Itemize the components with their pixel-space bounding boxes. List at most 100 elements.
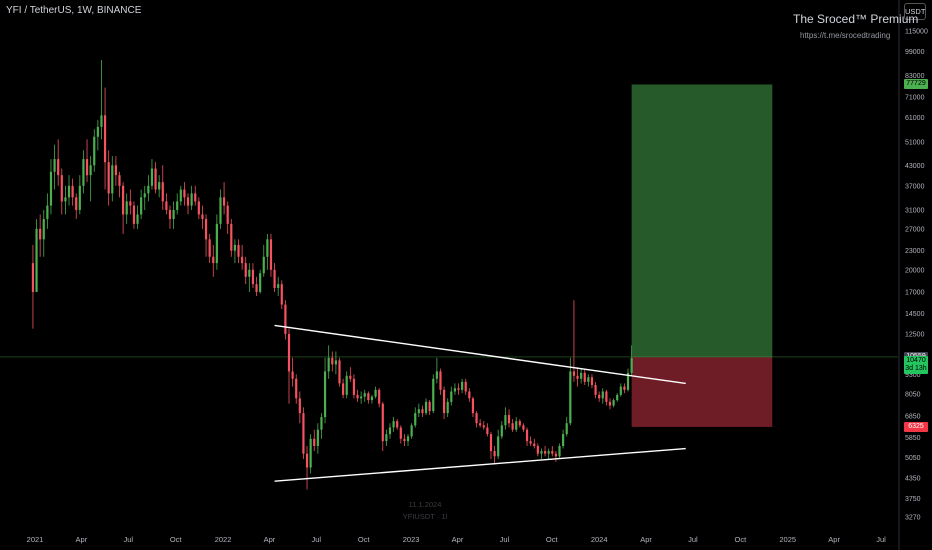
x-tick-label: 2025 [779,535,796,544]
candle-body [370,396,374,401]
candle-body [511,423,514,430]
x-tick-label: Oct [546,535,559,544]
candle-body [212,256,215,264]
x-tick-label: Apr [76,535,88,544]
symbol-header[interactable]: YFI / TetherUS, 1W, BINANCE [6,5,142,16]
candle-body [85,159,89,176]
profit-zone [631,84,773,357]
candle-body [269,239,273,270]
x-tick-label: Oct [358,535,371,544]
candle-body [543,451,547,454]
x-tick-label: Jul [500,535,510,544]
candle-body [349,375,352,379]
y-tick-label: 61000 [905,115,925,122]
candle-body [331,357,334,365]
candle-body [623,386,626,390]
candle-body [381,403,384,442]
candle-body [500,425,503,437]
candle-body [457,388,460,390]
candle-body [172,209,175,220]
candle-body [277,284,280,289]
candle-body [165,201,168,210]
candle-body [403,438,406,442]
candle-body [35,228,38,292]
candle-body [114,165,117,176]
candle-body [583,372,586,382]
candle-body [287,333,291,372]
y-tick-label: 51000 [905,139,925,146]
candle-body [536,446,539,454]
x-tick-label: Jul [123,535,133,544]
y-tick-label: 43000 [905,163,925,170]
candle-body [533,443,536,447]
candle-body [446,401,449,414]
y-tick-label: 115000 [905,29,928,36]
candle-body [540,451,543,454]
candle-body [190,193,193,206]
loss-zone [631,356,773,427]
candle-body [569,371,572,424]
candle-body [399,427,402,439]
x-tick-label: 2023 [403,535,420,544]
candle-body [222,197,226,206]
candle-body [143,193,146,198]
y-tick-label: 20000 [905,267,925,274]
candle-body [590,377,594,385]
candle-body [323,371,327,418]
candle-body [327,357,330,372]
currency-button[interactable]: USDT [904,3,926,20]
candle-body [197,201,200,215]
candle-body [522,425,525,430]
candle-body [305,453,309,468]
candle-body [342,383,345,395]
x-tick-label: Oct [735,535,748,544]
candle-body [244,263,247,277]
candle-body [103,115,107,163]
candle-body [255,284,258,292]
candle-body [378,389,381,404]
candle-body [49,171,53,206]
candle-body [453,388,457,392]
candle-body [204,219,208,240]
candle-body [482,425,485,428]
candle-body [280,284,283,305]
candle-body [551,451,554,454]
candle-body [464,381,467,392]
candle-body [461,381,464,390]
candle-body [208,239,211,257]
candle-body [168,209,172,220]
candle-body [392,421,395,428]
candle-body [504,415,507,426]
x-tick-label: 2024 [591,535,608,544]
candle-body [619,386,622,395]
x-tick-label: 2021 [27,535,44,544]
candle-body [515,421,518,430]
candle-body [154,168,157,190]
candle-body [82,159,85,186]
y-tick-label: 6850 [905,414,921,421]
candle-body [450,391,453,402]
x-tick-label: Oct [170,535,183,544]
candle-body [125,201,128,215]
candle-body [60,175,63,202]
x-tick-label: Apr [264,535,276,544]
target-price-tag: 77729 [904,79,928,90]
candle-body [313,438,316,447]
candle-body [529,441,532,444]
candle-body [291,371,294,379]
candle-body [273,269,276,289]
candle-body [132,205,136,224]
candle-body [363,393,366,397]
candle-body [302,413,305,454]
y-tick-label: 99000 [905,49,925,56]
y-tick-label: 9300 [905,372,921,379]
candle-body [605,391,608,402]
candle-body [295,378,298,399]
candle-body [309,438,312,468]
watermark-url: https://t.me/srocedtrading [800,31,891,40]
candle-body [572,371,576,376]
candle-body [406,436,410,442]
candle-body [525,429,529,442]
